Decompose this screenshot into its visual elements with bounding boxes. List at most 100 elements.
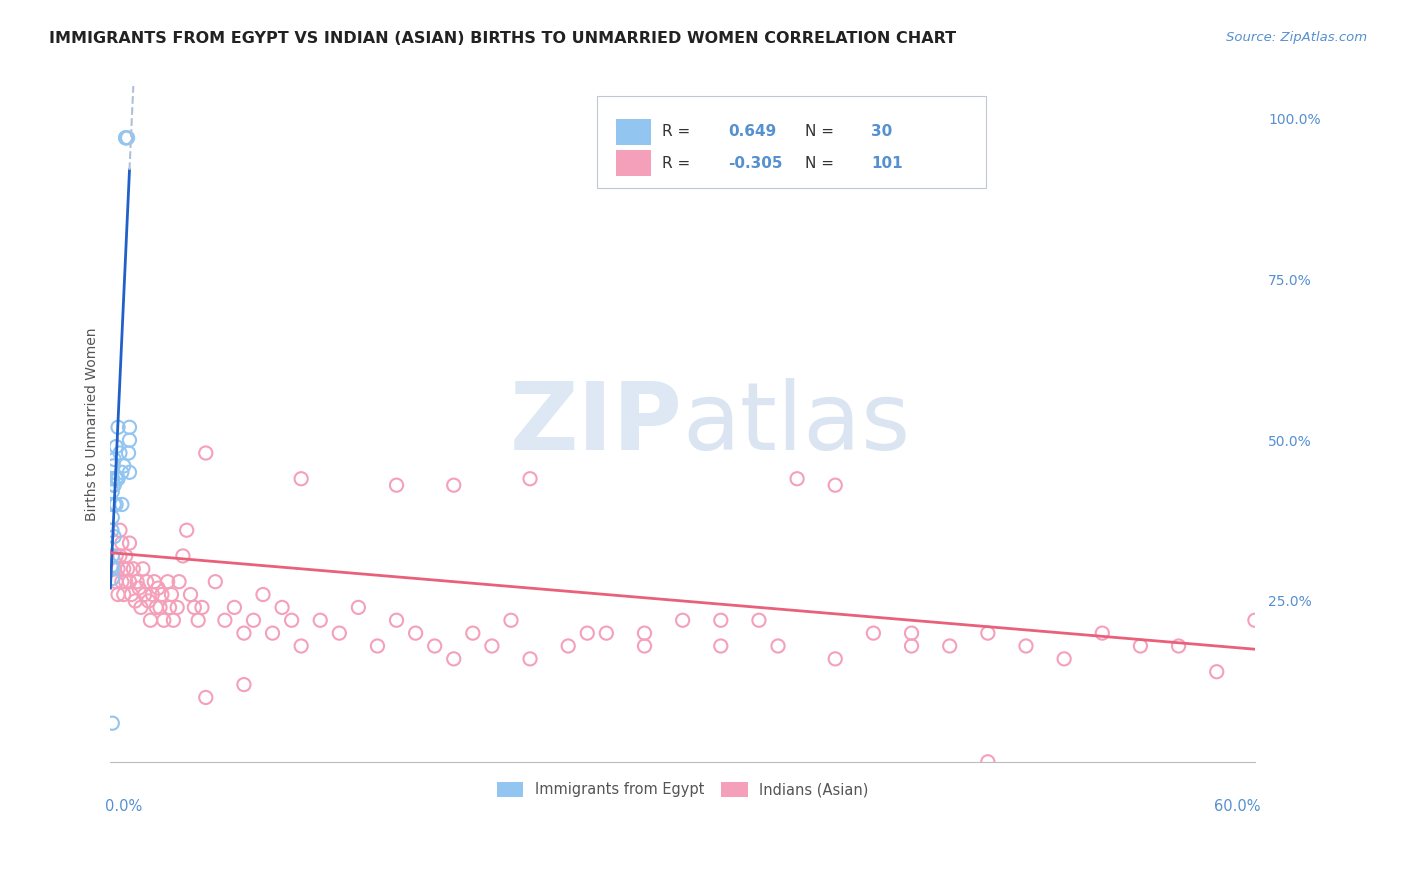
Point bbox=[114, 574, 136, 589]
Point bbox=[191, 600, 214, 615]
Bar bbox=[616, 151, 651, 176]
Point bbox=[232, 626, 254, 640]
Point bbox=[108, 523, 131, 537]
Point bbox=[103, 498, 125, 512]
Point bbox=[107, 562, 129, 576]
Point bbox=[107, 588, 129, 602]
Point bbox=[167, 574, 190, 589]
Point bbox=[595, 626, 617, 640]
Text: 0.649: 0.649 bbox=[728, 125, 776, 139]
Point bbox=[129, 600, 152, 615]
Point bbox=[172, 549, 194, 563]
Point bbox=[519, 472, 541, 486]
Text: -0.305: -0.305 bbox=[728, 156, 783, 170]
Point bbox=[114, 131, 136, 145]
Point bbox=[108, 446, 131, 460]
Point bbox=[105, 549, 128, 563]
Point bbox=[224, 600, 246, 615]
Point bbox=[122, 562, 145, 576]
Point bbox=[710, 639, 733, 653]
Point bbox=[1205, 665, 1227, 679]
Point bbox=[366, 639, 388, 653]
Point bbox=[111, 466, 134, 480]
Point bbox=[824, 652, 846, 666]
Point bbox=[204, 574, 226, 589]
Point bbox=[576, 626, 599, 640]
Point bbox=[117, 131, 139, 145]
Point bbox=[108, 549, 131, 563]
Point bbox=[385, 478, 408, 492]
Point bbox=[280, 613, 302, 627]
Point bbox=[262, 626, 284, 640]
Legend: Immigrants from Egypt, Indians (Asian): Immigrants from Egypt, Indians (Asian) bbox=[491, 776, 875, 803]
Point bbox=[105, 440, 128, 454]
Point bbox=[101, 571, 124, 585]
Text: R =: R = bbox=[662, 156, 695, 170]
Point bbox=[111, 574, 134, 589]
Point bbox=[977, 626, 1000, 640]
Point bbox=[290, 639, 312, 653]
Text: 101: 101 bbox=[872, 156, 903, 170]
Point bbox=[499, 613, 522, 627]
Point bbox=[101, 472, 124, 486]
Point bbox=[103, 478, 125, 492]
Point bbox=[824, 478, 846, 492]
Point bbox=[111, 498, 134, 512]
Point bbox=[103, 452, 125, 467]
Point bbox=[139, 613, 162, 627]
Point bbox=[128, 581, 150, 595]
Point bbox=[103, 458, 125, 473]
Point bbox=[328, 626, 350, 640]
Point bbox=[900, 639, 922, 653]
Point bbox=[176, 523, 198, 537]
Point bbox=[423, 639, 446, 653]
Point bbox=[1129, 639, 1152, 653]
Point bbox=[748, 613, 770, 627]
Point bbox=[766, 639, 789, 653]
Point bbox=[1053, 652, 1076, 666]
Point bbox=[118, 466, 141, 480]
Point bbox=[101, 510, 124, 524]
Point bbox=[101, 523, 124, 537]
Point bbox=[135, 574, 157, 589]
Point bbox=[124, 594, 146, 608]
Point bbox=[786, 472, 808, 486]
Point bbox=[149, 600, 172, 615]
Point bbox=[150, 588, 173, 602]
Point bbox=[385, 613, 408, 627]
Point bbox=[111, 536, 134, 550]
Point bbox=[153, 613, 176, 627]
Point bbox=[107, 420, 129, 434]
FancyBboxPatch shape bbox=[596, 96, 986, 187]
Point bbox=[103, 562, 125, 576]
Point bbox=[145, 600, 167, 615]
Text: 60.0%: 60.0% bbox=[1215, 799, 1261, 814]
Point bbox=[1015, 639, 1038, 653]
Point bbox=[114, 131, 136, 145]
Point bbox=[977, 755, 1000, 769]
Point bbox=[118, 574, 141, 589]
Point bbox=[481, 639, 503, 653]
Point bbox=[103, 530, 125, 544]
Point bbox=[519, 652, 541, 666]
Point bbox=[138, 594, 160, 608]
Point bbox=[101, 716, 124, 731]
Point bbox=[938, 639, 960, 653]
Point bbox=[134, 588, 156, 602]
Point bbox=[672, 613, 695, 627]
Point bbox=[443, 478, 465, 492]
Point bbox=[1244, 613, 1267, 627]
Point bbox=[187, 613, 209, 627]
Point bbox=[252, 588, 274, 602]
Text: 30: 30 bbox=[872, 125, 893, 139]
Point bbox=[166, 600, 188, 615]
Point bbox=[146, 581, 169, 595]
Text: atlas: atlas bbox=[683, 378, 911, 470]
Point bbox=[183, 600, 205, 615]
Text: R =: R = bbox=[662, 125, 695, 139]
Bar bbox=[616, 120, 651, 145]
Point bbox=[118, 420, 141, 434]
Point bbox=[1167, 639, 1189, 653]
Text: N =: N = bbox=[806, 125, 839, 139]
Point bbox=[633, 639, 655, 653]
